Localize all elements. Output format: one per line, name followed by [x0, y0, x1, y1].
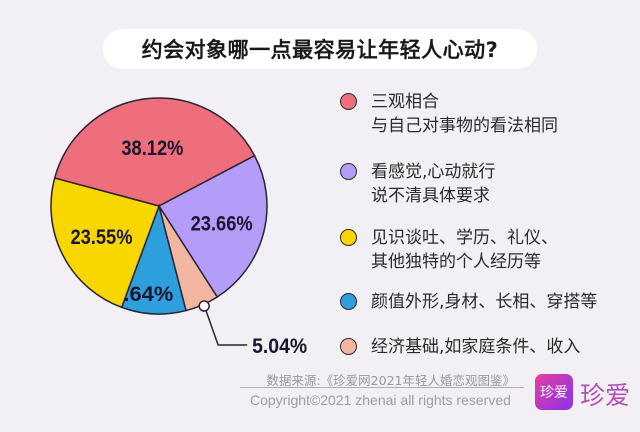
copyright: Copyright©2021 zhenai all rights reserve… [250, 392, 511, 408]
legend-item: 见识谈吐、学历、礼仪、 其他独特的个人经历等 [340, 226, 640, 274]
data-source: 数据来源:《珍爱网2021年轻人婚恋观图鉴》 [266, 373, 515, 388]
callout-dot [198, 300, 210, 312]
legend-label-line: 与自己对事物的看法相同 [371, 116, 558, 136]
legend-label-line: 三观相合 [371, 92, 439, 112]
slice-value-label: 23.66% [191, 213, 253, 236]
legend-swatch [340, 163, 357, 180]
legend-label: 见识谈吐、学历、礼仪、 其他独特的个人经历等 [371, 226, 558, 274]
legend-label: 看感觉,心动就行 说不清具体要求 [371, 160, 495, 208]
chart-title: 约会对象哪一点最容易让年轻人心动? [141, 38, 499, 62]
legend-item: 经济基础,如家庭条件、收入 [340, 335, 640, 359]
legend-swatch [340, 93, 357, 110]
legend-swatch [340, 229, 357, 246]
title-banner: 约会对象哪一点最容易让年轻人心动? [103, 29, 537, 69]
legend-swatch [340, 293, 357, 310]
legend-swatch [340, 338, 357, 355]
legend-item: 三观相合与自己对事物的看法相同 [340, 90, 640, 138]
legend-label: 经济基础,如家庭条件、收入 [371, 335, 580, 359]
legend-label-line: 经济基础,如家庭条件、收入 [371, 337, 581, 357]
pie-slice [157, 154, 268, 299]
legend-label: 三观相合与自己对事物的看法相同 [371, 90, 558, 138]
pie-slice [53, 97, 256, 207]
zhenai-logo-icon: 珍爱 [535, 374, 573, 410]
legend-item: 颜值外形,身材、长相、穿搭等 [340, 290, 640, 314]
legend-label-line: 说不清具体要求 [371, 186, 490, 206]
logo-icon-text: 珍爱 [540, 385, 568, 401]
legend-label: 颜值外形,身材、长相、穿搭等 [371, 290, 597, 314]
slice-value-label: 5.04% [252, 335, 307, 358]
legend-label-line: 颜值外形,身材、长相、穿搭等 [371, 292, 598, 312]
slice-value-label: 23.55% [70, 226, 132, 249]
legend-label-line: 看感觉,心动就行 [371, 162, 496, 182]
legend-label-line: 其他独特的个人经历等 [371, 252, 541, 272]
zhenai-logo-text: 珍爱 [580, 381, 631, 410]
callout-line [205, 310, 248, 346]
slice-value-label: 38.12% [121, 137, 183, 160]
legend-item: 看感觉,心动就行 说不清具体要求 [340, 160, 640, 208]
pie-slice [50, 177, 160, 309]
divider [240, 387, 524, 388]
legend-label-line: 见识谈吐、学历、礼仪、 [371, 228, 558, 248]
